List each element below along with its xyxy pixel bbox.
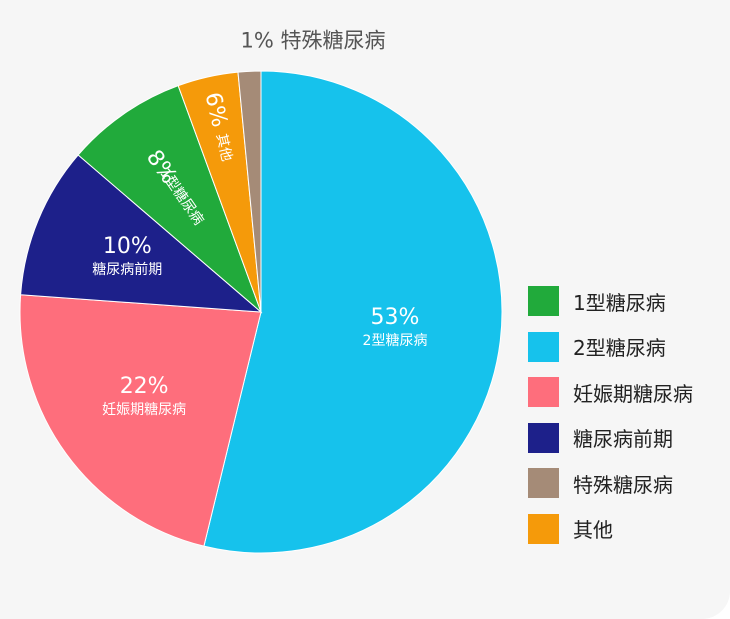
pie-slice-3 xyxy=(20,154,263,313)
legend-item-2: 2型糖尿病 xyxy=(528,331,693,362)
slice-name-label-3: 糖尿病前期 xyxy=(92,261,162,278)
legend-label: 妊娠期糖尿病 xyxy=(573,381,693,406)
legend-label: 特殊糖尿病 xyxy=(573,472,673,497)
legend-swatch xyxy=(528,422,559,453)
legend-label: 其他 xyxy=(573,518,613,542)
legend-swatch xyxy=(528,513,559,544)
legend-item-5: 特殊糖尿病 xyxy=(528,468,693,498)
pie-slice-2 xyxy=(19,294,262,547)
legend-swatch xyxy=(528,377,559,407)
legend-item-3: 妊娠期糖尿病 xyxy=(528,377,693,407)
chart-legend: 1型糖尿病 2型糖尿病妊娠期糖尿病 糖尿病前期特殊糖尿病其他 xyxy=(528,286,693,559)
legend-item-1: 1型糖尿病 xyxy=(528,286,693,316)
legend-label: 1型糖尿病 xyxy=(573,290,666,315)
legend-item-4: 糖尿病前期 xyxy=(528,422,693,453)
legend-label: 2型糖尿病 xyxy=(573,336,666,360)
slice-outside-label-6: 1% 特殊糖尿病 xyxy=(241,28,386,52)
legend-swatch xyxy=(528,468,559,498)
legend-swatch xyxy=(528,331,559,362)
slice-pct-label-3: 10% xyxy=(103,234,152,259)
slice-pct-label-2: 22% xyxy=(120,374,169,399)
pie-slice-4 xyxy=(77,85,263,314)
legend-swatch xyxy=(528,286,559,316)
pie-slice-6 xyxy=(237,70,262,313)
slice-pct-label-1: 53% xyxy=(371,305,420,330)
slice-name-label-5: 其他 xyxy=(213,132,235,163)
pie-slice-1 xyxy=(203,70,503,554)
legend-item-6: 其他 xyxy=(528,513,693,544)
slice-name-label-1: 2型糖尿病 xyxy=(363,333,428,349)
slice-name-label-2: 妊娠期糖尿病 xyxy=(102,402,186,418)
legend-label: 糖尿病前期 xyxy=(573,427,673,451)
